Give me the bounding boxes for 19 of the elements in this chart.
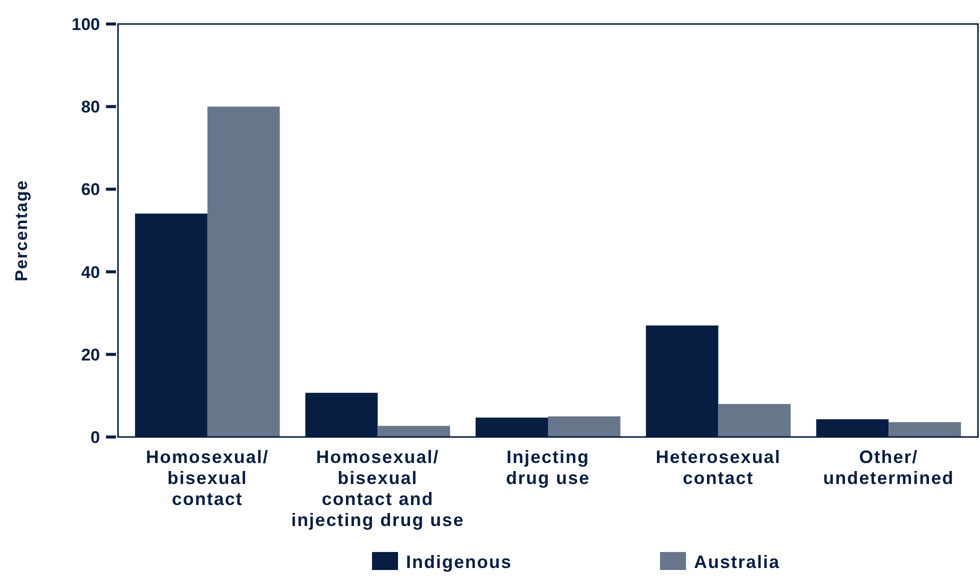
bar: [207, 106, 280, 437]
legend-label: Indigenous: [406, 552, 512, 572]
x-tick-label: Injecting drug use: [506, 447, 590, 488]
y-axis-title: Percentage: [12, 180, 31, 282]
x-tick-label: Heterosexual contact: [656, 447, 781, 488]
bar: [548, 416, 620, 437]
y-tick-label: 0: [90, 428, 100, 447]
bar: [888, 422, 961, 437]
bar: [378, 426, 450, 437]
y-tick-label: 80: [81, 98, 100, 117]
x-tick-label: Homosexual/ bisexual contact: [146, 447, 269, 509]
y-tick-label: 40: [81, 262, 100, 282]
x-tick-label: Homosexual/ bisexual contact and injecting drug use: [291, 447, 464, 530]
y-tick-label: 60: [81, 180, 100, 200]
legend-label: Australia: [694, 552, 780, 572]
bar: [718, 404, 791, 437]
x-tick-label: Other/ undetermined: [823, 447, 954, 488]
y-tick-label: 20: [81, 345, 100, 364]
y-tick-label: 100: [72, 14, 100, 34]
